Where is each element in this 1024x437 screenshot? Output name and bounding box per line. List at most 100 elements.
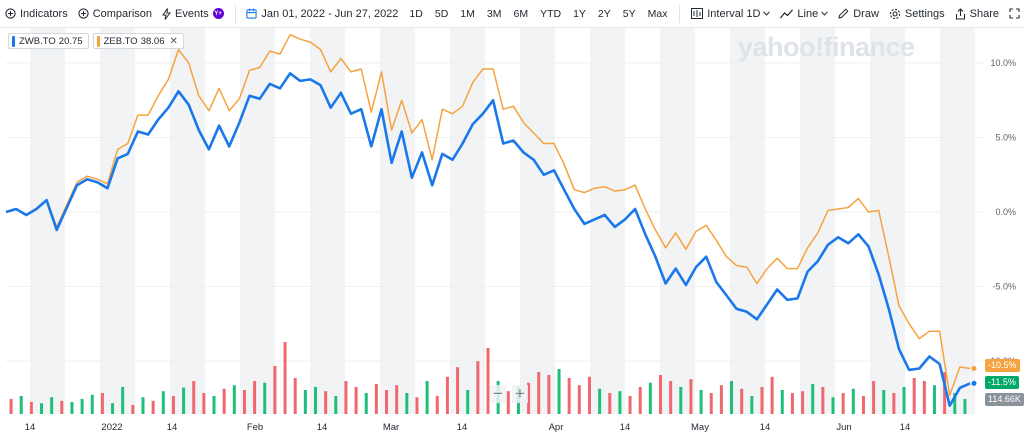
- range-button-6m[interactable]: 6M: [513, 7, 529, 20]
- plus-circle-icon: [78, 8, 89, 19]
- comparison-button[interactable]: Comparison: [73, 0, 157, 28]
- volume-bar: [547, 375, 551, 414]
- volume-bar: [811, 384, 815, 414]
- volume-bar: [182, 387, 186, 414]
- volume-bar: [831, 397, 835, 414]
- volume-bar: [111, 403, 115, 414]
- x-tick-label: Mar: [383, 422, 399, 433]
- range-button-3m[interactable]: 3M: [486, 7, 502, 20]
- volume-bar: [709, 393, 713, 414]
- zeb-percent-tag: -10.5%: [985, 359, 1020, 372]
- range-button-1y[interactable]: 1Y: [573, 7, 586, 20]
- fullscreen-button[interactable]: [1004, 0, 1024, 28]
- x-tick-label: 14: [620, 422, 631, 433]
- week-band: [100, 28, 135, 414]
- volume-bar: [750, 396, 754, 414]
- range-button-1d[interactable]: 1D: [409, 7, 423, 20]
- range-button-ytd[interactable]: YTD: [540, 7, 562, 20]
- plus-circle-icon: [5, 8, 16, 19]
- week-band: [520, 28, 555, 414]
- volume-bar: [273, 366, 277, 414]
- week-band: [380, 28, 415, 414]
- range-button-5d[interactable]: 5D: [434, 7, 449, 20]
- chart-toolbar: Indicators Comparison Events Y+ Jan 01, …: [0, 0, 1024, 28]
- date-range-button[interactable]: Jan 01, 2022 - Jun 27, 2022: [241, 0, 403, 28]
- week-band: [730, 28, 765, 414]
- volume-bar: [932, 385, 936, 414]
- chart-type-dropdown[interactable]: Line: [775, 0, 833, 28]
- volume-bar: [263, 382, 267, 414]
- volume-bar: [313, 387, 317, 414]
- share-icon: [955, 7, 966, 20]
- zwb-percent-tag: -11.5%: [985, 376, 1019, 389]
- remove-comparison-icon[interactable]: ✕: [169, 35, 178, 47]
- volume-bar: [425, 381, 429, 414]
- comparison-legend: ZWB.TO 20.75 ZEB.TO 38.06 ✕: [8, 33, 184, 49]
- week-band: [940, 28, 975, 414]
- volume-bar: [780, 390, 784, 414]
- interval-label: Interval: [707, 7, 744, 20]
- legend-value: 20.75: [58, 35, 83, 47]
- chevron-down-icon: [763, 11, 771, 16]
- y-tick-label: 0.0%: [995, 207, 1016, 217]
- x-tick-label: 14: [167, 422, 178, 433]
- legend-chip-zeb[interactable]: ZEB.TO 38.06 ✕: [92, 33, 184, 49]
- volume-bar: [70, 402, 74, 414]
- volume-bar: [892, 393, 896, 414]
- events-button[interactable]: Events Y+: [157, 0, 229, 28]
- legend-chip-zwb[interactable]: ZWB.TO 20.75: [8, 33, 89, 49]
- volume-bar: [689, 379, 693, 414]
- volume-bar: [912, 378, 916, 414]
- draw-label: Draw: [853, 7, 879, 20]
- range-button-2y[interactable]: 2Y: [597, 7, 611, 20]
- x-tick-label: 14: [25, 422, 36, 433]
- volume-bar: [445, 376, 449, 414]
- volume-bar: [598, 388, 602, 414]
- volume-bar: [618, 391, 622, 414]
- x-tick-label: 14: [900, 422, 911, 433]
- range-button-5y[interactable]: 5Y: [622, 7, 636, 20]
- volume-bar: [212, 396, 216, 414]
- volume-bar: [40, 403, 44, 414]
- volume-bar: [354, 387, 358, 414]
- volume-bar: [922, 381, 926, 414]
- candlestick-icon: [691, 8, 704, 19]
- x-axis: 14 2022 14 Feb 14 Mar 14 Apr 14 May 14 Jun 14: [25, 422, 911, 433]
- volume-bar: [821, 387, 825, 414]
- toolbar-divider: [234, 4, 236, 23]
- volume-bar: [466, 390, 470, 414]
- volume-bar: [19, 396, 23, 414]
- y-tick-label: -5.0%: [992, 282, 1016, 292]
- volume-bar: [192, 381, 196, 414]
- zoom-in-button[interactable]: +: [512, 384, 528, 403]
- gear-icon: [889, 8, 901, 20]
- range-button-1m[interactable]: 1M: [460, 7, 475, 20]
- series-color-swatch: [96, 35, 100, 47]
- volume-bar: [587, 376, 591, 414]
- volume-bar: [577, 385, 581, 414]
- y-gridlines: [6, 62, 984, 362]
- interval-dropdown[interactable]: Interval 1D: [686, 0, 775, 28]
- settings-button[interactable]: Settings: [884, 0, 950, 28]
- legend-symbol: ZWB.TO: [19, 35, 56, 47]
- chevron-down-icon: [821, 11, 829, 16]
- comparison-label: Comparison: [92, 7, 153, 20]
- zoom-out-button[interactable]: −: [490, 384, 506, 403]
- week-band: [450, 28, 485, 414]
- week-bands: [30, 28, 975, 414]
- volume-bar: [303, 390, 307, 414]
- share-button[interactable]: Share: [950, 0, 1004, 28]
- volume-bar: [527, 382, 531, 414]
- volume-bar: [861, 396, 865, 414]
- x-tick-label: 14: [760, 422, 771, 433]
- volume-bar: [435, 396, 439, 414]
- x-tick-label: Apr: [549, 422, 564, 433]
- draw-button[interactable]: Draw: [833, 0, 884, 28]
- indicators-button[interactable]: Indicators: [0, 0, 73, 28]
- range-button-max[interactable]: Max: [647, 7, 668, 20]
- volume-bar: [943, 372, 947, 414]
- volume-bar: [740, 388, 744, 414]
- volume-bar: [659, 375, 663, 414]
- calendar-icon: [246, 8, 258, 19]
